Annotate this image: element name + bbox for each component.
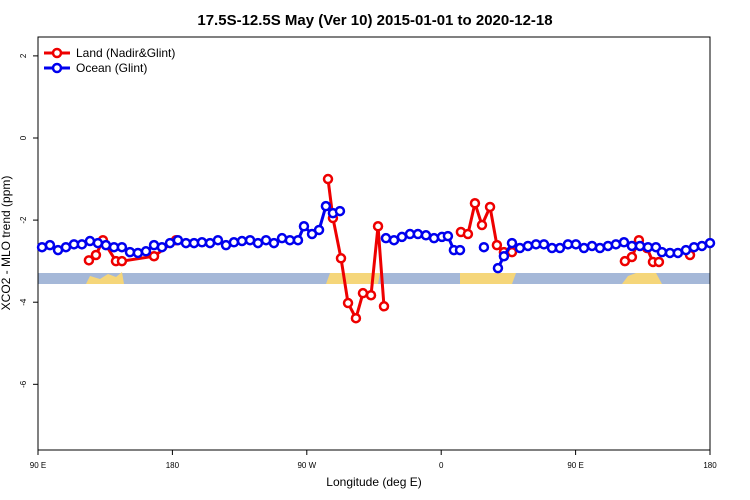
data-point [610,239,622,250]
data-point [322,173,334,185]
x-axis-label: Longitude (deg E) [326,475,421,489]
data-point [76,239,88,250]
data-point [704,237,716,249]
legend-marker [51,62,63,74]
x-tick-label: 180 [703,461,717,470]
y-axis-label: XCO2 - MLO trend (ppm) [0,176,13,311]
data-point [462,228,474,240]
data-point [634,240,646,252]
data-point [180,237,192,249]
data-point [522,240,534,252]
data-point [365,289,377,301]
x-tick-label: 0 [439,461,444,470]
data-point [378,301,390,312]
data-point [688,241,700,253]
series [83,173,696,324]
data-point [44,239,56,251]
data-point [618,237,630,248]
data-point [653,256,665,268]
data-point [156,241,168,253]
y-tick-label: -2 [19,216,28,224]
y-tick-label: 2 [19,53,28,58]
legend-marker [51,47,63,59]
data-point [696,240,708,252]
data-point [252,237,264,249]
data-point [578,242,590,254]
data-point [626,251,638,263]
data-point [196,237,208,248]
data-point [298,221,310,232]
data-point [454,244,466,256]
mask-land [86,272,124,284]
data-point [357,287,369,299]
x-tick-label: 90 E [30,461,46,470]
mask-land [622,273,662,284]
legend-label: Ocean (Glint) [76,61,147,75]
data-point [172,234,184,246]
data-point [148,250,160,262]
data-point [469,198,481,209]
data-point [538,239,550,250]
data-point [83,255,95,266]
y-tick-label: -6 [19,380,28,388]
data-point [100,239,112,251]
data-point [132,247,144,259]
data-point [284,234,296,246]
mask-land [460,273,516,284]
data-point [320,200,332,212]
data-point [476,219,488,231]
series [36,200,716,274]
data-point [380,232,392,244]
legend-label: Land (Nadir&Glint) [76,46,175,60]
data-point [680,244,692,256]
data-point [292,234,304,246]
data-point [420,230,432,241]
data-point [334,205,346,217]
data-point [554,242,566,254]
data-point [478,241,490,253]
data-point [372,221,384,232]
data-point [268,237,280,249]
data-point [60,241,72,253]
data-point [236,235,248,247]
data-point [116,255,128,267]
data-point [428,232,440,244]
data-point [514,242,526,254]
x-tick-label: 90 W [297,461,316,470]
data-point [491,239,503,251]
data-point [412,228,424,240]
data-point [626,240,638,252]
data-point [396,231,408,243]
data-point [594,242,606,254]
data-point [92,237,104,249]
data-point [90,249,102,261]
data-point [313,224,325,236]
chart-title: 17.5S-12.5S May (Ver 10) 2015-01-01 to 2… [197,12,552,29]
data-point [656,246,668,258]
data-point [116,241,128,253]
y-tick-label: 0 [19,135,28,140]
data-point [350,312,362,324]
mask-land [326,273,380,284]
data-point [212,234,224,246]
data-point [335,253,347,264]
data-point [140,246,152,257]
x-tick-label: 90 E [567,461,583,470]
data-point [442,230,454,242]
data-point [484,201,496,213]
data-point [506,237,518,249]
data-point [228,237,240,248]
data-point [570,239,582,250]
data-point [498,250,510,262]
data-point [342,297,354,309]
data-point [672,247,684,259]
y-tick-label: -4 [19,298,28,306]
x-tick-label: 180 [166,461,180,470]
data-point [492,262,504,274]
